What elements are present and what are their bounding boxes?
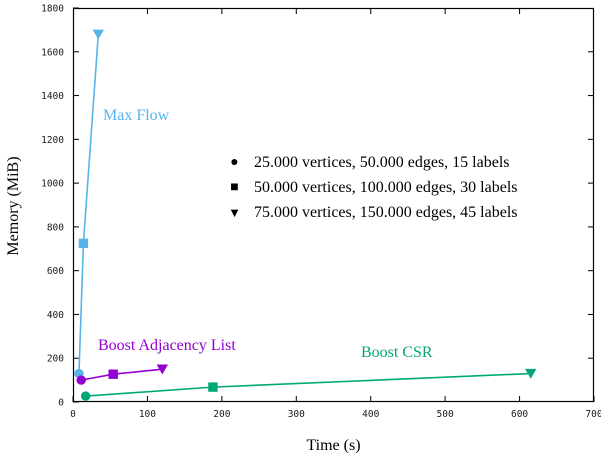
- x-tick-label: 700: [585, 409, 601, 420]
- legend-entry-label: 50.000 vertices, 100.000 edges, 30 label…: [254, 178, 518, 196]
- legend: ● 25.000 vertices, 50.000 edges, 15 labe…: [226, 150, 518, 225]
- x-tick-label: 600: [511, 409, 528, 420]
- legend-entry-small: ● 25.000 vertices, 50.000 edges, 15 labe…: [226, 150, 518, 175]
- y-tick-label: 1400: [41, 91, 64, 102]
- legend-entry-large: ▼ 75.000 vertices, 150.000 edges, 45 lab…: [226, 200, 518, 225]
- series-label-boost-adjacency-list: Boost Adjacency List: [98, 337, 236, 354]
- x-tick-label: 500: [437, 409, 454, 420]
- y-tick-label: 1000: [41, 179, 64, 190]
- square-marker-icon: ■: [230, 179, 239, 195]
- series-label-boost-csr: Boost CSR: [361, 344, 433, 361]
- series-line-max-flow: [78, 34, 100, 374]
- y-tick-label: 1600: [41, 47, 64, 58]
- marker-triangle-down-boost-adjacency-list: [156, 364, 169, 375]
- x-tick-label: 400: [362, 409, 379, 420]
- legend-entry-label: 75.000 vertices, 150.000 edges, 45 label…: [254, 203, 518, 221]
- y-axis-title: Memory (MiB): [5, 156, 22, 256]
- x-tick-label: 100: [139, 409, 156, 420]
- x-axis-title: Time (s): [306, 437, 361, 454]
- y-tick-label: 200: [47, 354, 64, 365]
- series-label-max-flow: Max Flow: [103, 107, 170, 124]
- circle-marker-icon: ●: [230, 154, 239, 170]
- marker-square-max-flow: [78, 238, 89, 249]
- marker-square-boost-csr: [208, 382, 218, 392]
- y-tick-label: 400: [47, 310, 64, 321]
- y-tick-label: 1200: [41, 135, 64, 146]
- x-tick-label: 300: [288, 409, 305, 420]
- x-tick-label: 200: [213, 409, 230, 420]
- legend-entry-medium: ■ 50.000 vertices, 100.000 edges, 30 lab…: [226, 175, 518, 200]
- marker-circle-boost-csr: [80, 391, 91, 401]
- marker-triangle-down-max-flow: [92, 29, 105, 40]
- y-tick-label: 800: [47, 222, 64, 233]
- marker-circle-boost-adjacency-list: [76, 375, 86, 385]
- y-tick-label: 600: [47, 266, 64, 277]
- series-line-boost-csr: [85, 372, 531, 397]
- legend-entry-label: 25.000 vertices, 50.000 edges, 15 labels: [254, 153, 510, 171]
- x-tick-label: 0: [70, 409, 76, 420]
- marker-triangle-down-boost-csr: [525, 368, 537, 379]
- marker-square-boost-adjacency-list: [108, 369, 118, 379]
- y-tick-label: 0: [58, 398, 64, 409]
- triangle-down-marker-icon: ▼: [228, 205, 241, 220]
- plot-border: [72, 7, 595, 403]
- y-tick-label: 1800: [41, 4, 64, 15]
- series-line-boost-adjacency-list: [81, 368, 163, 381]
